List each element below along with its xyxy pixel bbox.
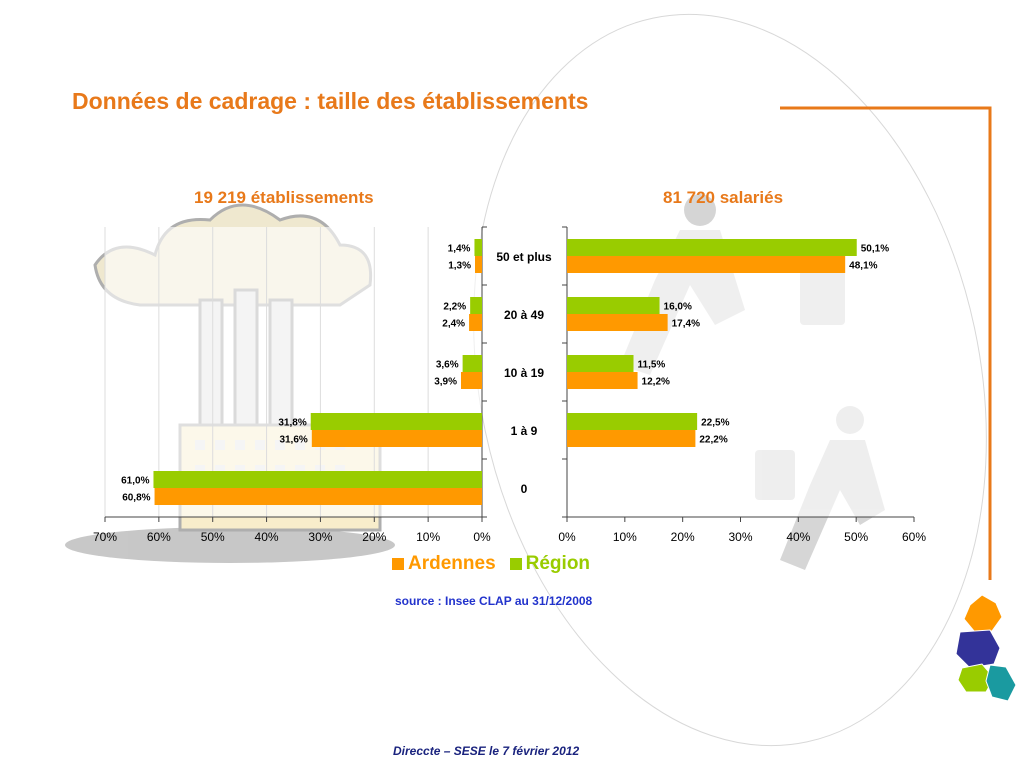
left-data-label: 3,6% (436, 360, 459, 371)
left-bar (470, 297, 482, 314)
right-bar (567, 430, 696, 447)
right-tick-label: 40% (786, 530, 810, 544)
left-bar (469, 314, 482, 331)
region-map-logo (955, 594, 1017, 702)
left-tick-label: 20% (362, 530, 386, 544)
right-data-label: 50,1% (861, 244, 889, 255)
footer-note: Direccte – SESE le 7 février 2012 (393, 744, 580, 758)
legend-swatch-region (509, 558, 522, 570)
right-data-label: 22,5% (701, 418, 729, 429)
category-label: 1 à 9 (511, 424, 538, 438)
right-data-label: 16,0% (664, 302, 692, 313)
left-data-label: 61,0% (121, 476, 149, 487)
left-data-label: 31,8% (278, 418, 306, 429)
left-tick-label: 40% (255, 530, 279, 544)
left-data-label: 31,6% (279, 435, 307, 446)
right-bar (567, 256, 846, 273)
legend-item-region: Région (509, 553, 591, 575)
left-tick-label: 0% (473, 530, 491, 544)
chart-left-title: 19 219 établissements (194, 188, 374, 207)
left-data-label: 1,4% (448, 244, 471, 255)
right-tick-label: 20% (671, 530, 695, 544)
left-tick-label: 60% (147, 530, 171, 544)
left-tick-label: 50% (201, 530, 225, 544)
left-tick-label: 70% (93, 530, 117, 544)
right-tick-label: 30% (728, 530, 752, 544)
legend-label-region: Région (525, 553, 591, 574)
left-bar (153, 471, 482, 488)
right-data-label: 11,5% (638, 360, 666, 371)
right-bar (567, 372, 638, 389)
right-tick-label: 50% (844, 530, 868, 544)
left-bar (311, 430, 482, 447)
category-label: 20 à 49 (504, 308, 544, 322)
category-label: 0 (521, 482, 528, 496)
category-label: 10 à 19 (504, 366, 544, 380)
page-title: Données de cadrage : taille des établiss… (72, 88, 589, 114)
left-tick-label: 30% (308, 530, 332, 544)
left-tick-label: 10% (416, 530, 440, 544)
left-data-label: 60,8% (122, 493, 150, 504)
left-bar (462, 355, 482, 372)
left-plot-area (105, 227, 482, 517)
right-bar (567, 355, 634, 372)
chart-right-title: 81 720 salariés (663, 188, 784, 207)
legend: Ardennes Région (392, 553, 590, 575)
right-tick-label: 60% (902, 530, 926, 544)
left-data-label: 3,9% (434, 377, 457, 388)
left-data-label: 2,2% (443, 302, 466, 313)
right-bar (567, 239, 857, 256)
right-data-label: 17,4% (672, 319, 700, 330)
right-tick-label: 10% (613, 530, 637, 544)
right-data-label: 48,1% (849, 261, 877, 272)
background-oval (473, 13, 987, 747)
right-tick-label: 0% (558, 530, 576, 544)
left-bar (474, 256, 482, 273)
left-bar (154, 488, 482, 505)
category-label: 50 et plus (496, 250, 552, 264)
legend-item-ardennes: Ardennes (392, 553, 496, 575)
legend-label-ardennes: Ardennes (408, 553, 496, 574)
frame-line (780, 106, 992, 580)
right-bar (567, 297, 660, 314)
right-data-label: 12,2% (642, 377, 670, 388)
legend-swatch-ardennes (392, 558, 404, 570)
left-bar (310, 413, 482, 430)
left-data-label: 1,3% (448, 261, 471, 272)
left-bar (460, 372, 482, 389)
left-data-label: 2,4% (442, 319, 465, 330)
right-bar (567, 413, 698, 430)
left-bar (474, 239, 482, 256)
source-note: source : Insee CLAP au 31/12/2008 (395, 594, 593, 608)
right-data-label: 22,2% (699, 435, 727, 446)
right-bar (567, 314, 668, 331)
